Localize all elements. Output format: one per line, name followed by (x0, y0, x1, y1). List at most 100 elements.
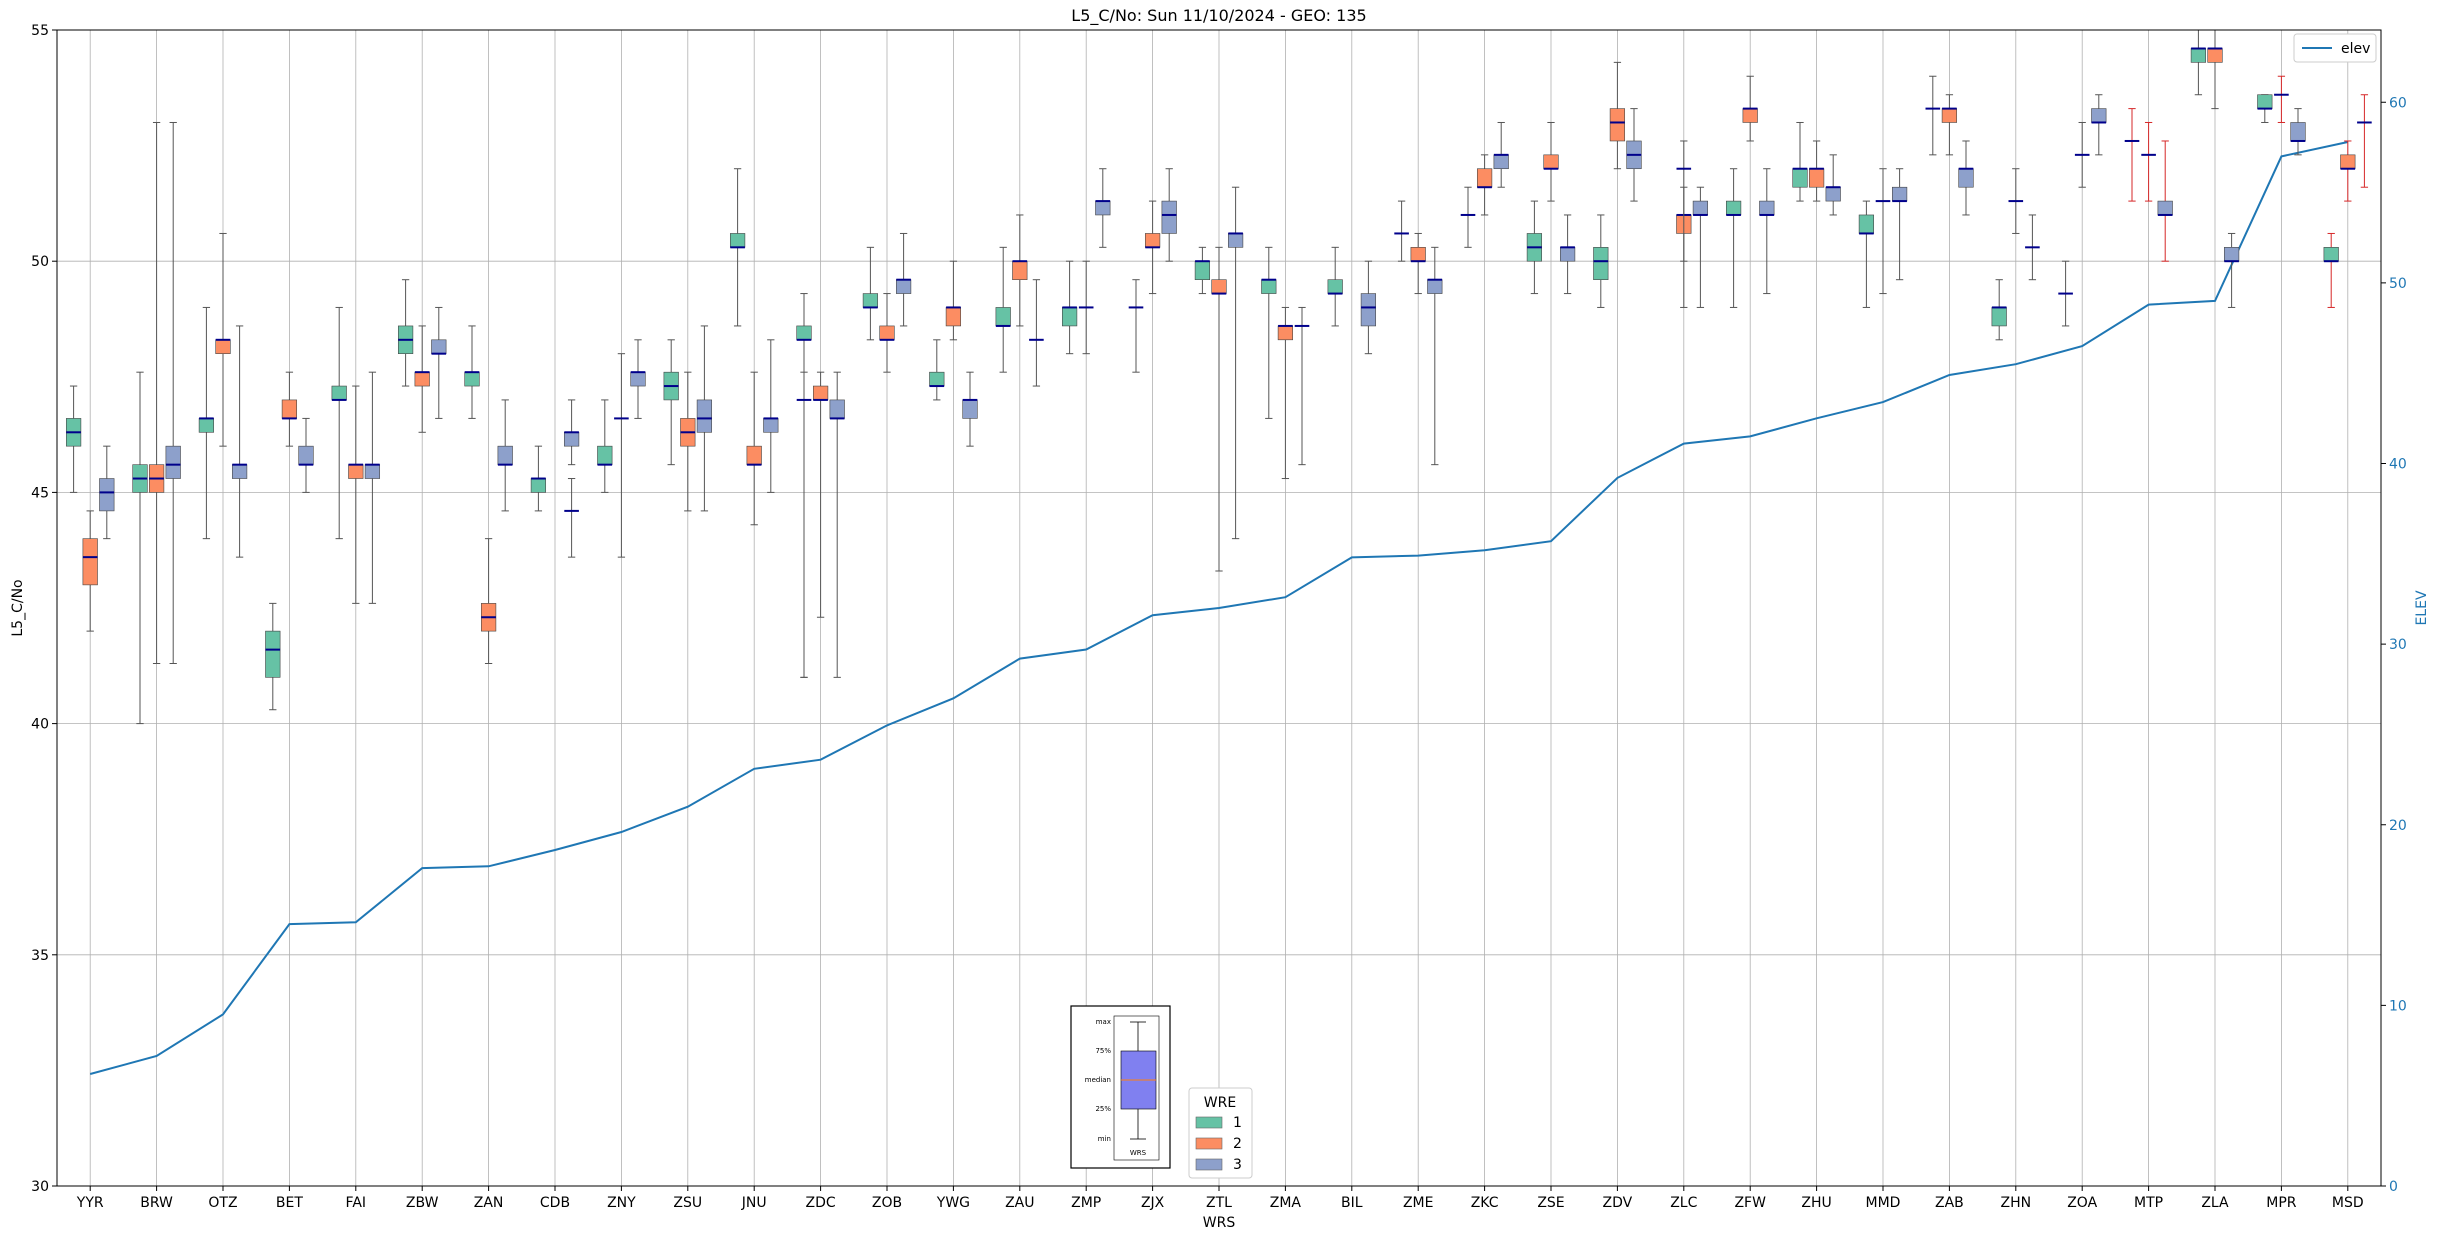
chart-title: L5_C/No: Sun 11/10/2024 - GEO: 135 (1071, 6, 1366, 26)
wre1-zob-box (862, 293, 879, 308)
wre2-zma-box (1277, 325, 1294, 341)
y-tick-label: 30 (31, 1179, 49, 1195)
axes-layer: YYR BRW OTZ BET FAI ZBW ZAN CDB ZNY ZSU JNU ZDC ZOB Y… (31, 23, 2407, 1211)
wre1-fai-box (331, 385, 347, 401)
x-tick-label: ZME (1403, 1195, 1434, 1211)
boxplot-key-median-label: median (1085, 1076, 1111, 1084)
boxplot-key-q1-label: 25% (1095, 1105, 1111, 1113)
y-right-tick-label: 60 (2389, 95, 2407, 111)
wre2-zob-box (879, 325, 895, 341)
wre3-zdc-box (829, 399, 845, 419)
x-tick-label: ZAB (1935, 1195, 1964, 1211)
y-right-tick-label: 40 (2389, 457, 2407, 473)
wre1-bil-box (1327, 279, 1343, 294)
x-tick-label: BRW (140, 1195, 173, 1211)
boxplot-key-xlabel: WRS (1130, 1149, 1147, 1157)
wre3-otz-box (231, 464, 248, 479)
wre2-zse-box (1543, 154, 1559, 170)
y-tick-label: 35 (31, 948, 49, 964)
y-axis-label: L5_C/No (10, 579, 26, 636)
x-tick-label: ZSE (1537, 1195, 1564, 1211)
wre1-zau-box (995, 307, 1011, 327)
wre1-zhn-box (1991, 307, 2007, 327)
wre2-zla-box (2207, 48, 2223, 63)
wre3-zab-box (1958, 168, 1974, 188)
x-tick-label: FAI (346, 1195, 366, 1211)
wre-3-label: 3 (1233, 1157, 1242, 1173)
line-legend: elev (2293, 33, 2377, 63)
wre2-zjx-box (1144, 233, 1161, 248)
wre3-jnu-box (763, 418, 779, 433)
x-tick-label: MTP (2134, 1195, 2163, 1211)
wre1-zny-box (597, 445, 613, 465)
y-right-tick-label: 20 (2389, 818, 2407, 834)
x-tick-label: MMD (1866, 1195, 1901, 1211)
wre2-yyr-box (82, 538, 98, 586)
elev-legend-label: elev (2341, 41, 2370, 57)
wre1-mpr-box (2257, 94, 2273, 109)
wre3-zfw-box (1759, 200, 1775, 216)
wre-legend-title: WRE (1204, 1095, 1236, 1111)
wre2-zhu-box (1808, 168, 1825, 188)
wre2-zdv-box (1609, 108, 1626, 142)
x-axis-label: WRS (1203, 1215, 1236, 1231)
y-tick-label: 50 (31, 254, 49, 270)
wre1-bet-box (265, 630, 281, 678)
wre2-ztl-box (1211, 279, 1227, 294)
wre1-mmd-box (1858, 214, 1875, 234)
y-right-tick-label: 0 (2389, 1179, 2398, 1195)
wre1-zmp-box (1061, 307, 1078, 327)
x-tick-label: ZMP (1071, 1195, 1101, 1211)
boxplot-key-q3-label: 75% (1095, 1047, 1111, 1055)
wre3-bil-box (1360, 293, 1377, 327)
elev-line-layer (89, 141, 2349, 1075)
y-tick-label: 55 (31, 23, 49, 39)
x-tick-label: ZLA (2201, 1195, 2229, 1211)
x-tick-label: MSD (2332, 1195, 2364, 1211)
x-tick-label: BIL (1341, 1195, 1363, 1211)
wre3-zjx-box (1161, 200, 1177, 234)
wre3-zhu-box (1825, 186, 1841, 202)
wre1-ztl-box (1194, 260, 1211, 280)
x-tick-label: ZKC (1471, 1195, 1499, 1211)
x-tick-label: YYR (76, 1195, 104, 1211)
wre-2-label: 2 (1233, 1136, 1242, 1152)
x-tick-label: ZFW (1734, 1195, 1766, 1211)
x-tick-label: ZTL (1206, 1195, 1232, 1211)
wre2-fai-box (348, 464, 364, 479)
wre1-msd-box (2323, 247, 2339, 262)
boxplot-key: max 75% median 25% min WRS (1070, 1005, 1171, 1169)
wre3-ztl-box (1227, 233, 1244, 248)
x-tick-label: ZNY (607, 1195, 636, 1211)
x-tick-label: ZBW (406, 1195, 439, 1211)
x-tick-label: ZMA (1270, 1195, 1302, 1211)
x-tick-label: ZAN (474, 1195, 504, 1211)
wre3-fai-box (364, 464, 381, 479)
wre3-brw-box (165, 445, 181, 479)
x-tick-label: ZJX (1141, 1195, 1165, 1211)
x-tick-label: ZHU (1801, 1195, 1831, 1211)
wre3-zoa-box (2091, 108, 2107, 123)
boxplot-key-max-label: max (1096, 1018, 1111, 1026)
wre3-cdb-box (563, 431, 580, 447)
wre3-zan-box (497, 445, 513, 465)
wre3-zme-box (1427, 279, 1443, 294)
y-right-tick-label: 30 (2389, 637, 2407, 653)
wre2-zkc-box (1476, 168, 1493, 188)
x-tick-label: ZOB (872, 1195, 902, 1211)
wre3-bet-box (298, 445, 314, 465)
wre3-zse-box (1559, 247, 1576, 262)
wre1-zma-box (1261, 279, 1277, 294)
wre3-zlc-box (1692, 200, 1709, 216)
wre-1-swatch (1195, 1116, 1223, 1129)
x-tick-label: OTZ (208, 1195, 237, 1211)
wre-legend: WRE 1 2 3 (1188, 1087, 1253, 1179)
wre1-zfw-box (1725, 200, 1742, 216)
y-right-tick-label: 50 (2389, 276, 2407, 292)
boxes-layer (65, 29, 2372, 725)
wre-legend-frame (1188, 1087, 1253, 1179)
wre-2-swatch (1195, 1137, 1223, 1150)
wre1-zhu-box (1792, 168, 1808, 188)
wre1-zdv-box (1593, 247, 1609, 280)
